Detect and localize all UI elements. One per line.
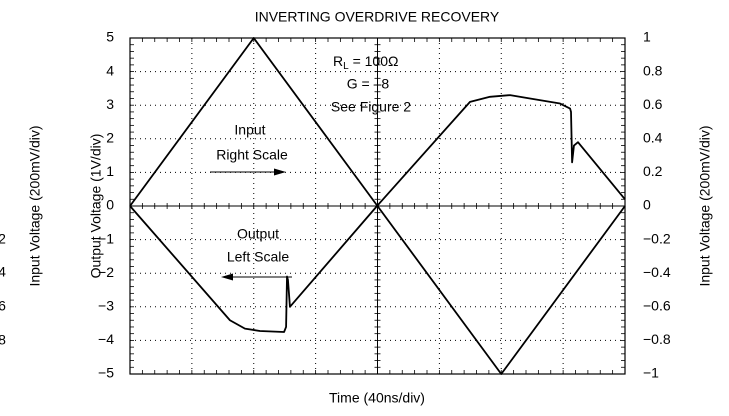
y2-tick-label: 1 bbox=[643, 29, 651, 45]
y-tick-label: 2 bbox=[106, 130, 114, 146]
y-tick-label: −4 bbox=[98, 331, 114, 347]
cropped-tick: 2 bbox=[0, 231, 6, 247]
plot bbox=[129, 37, 626, 375]
cropped-tick: 6 bbox=[0, 298, 6, 314]
y2-tick-label: −0.6 bbox=[643, 298, 671, 314]
y2-tick-label: 0.8 bbox=[643, 62, 663, 78]
y-axis-label: Output Voltage (1V/div) bbox=[88, 134, 104, 279]
y2-tick-label: −0.2 bbox=[643, 230, 671, 246]
y-tick-label: −1 bbox=[98, 230, 114, 246]
y2-tick-label: −0.4 bbox=[643, 264, 671, 280]
y2-tick-label: 0.6 bbox=[643, 96, 663, 112]
y2-tick-label: 0.2 bbox=[643, 163, 663, 179]
y2-tick-label: 0.4 bbox=[643, 130, 663, 146]
chart-title: INVERTING OVERDRIVE RECOVERY bbox=[255, 9, 500, 25]
annotation: RL = 100Ω bbox=[333, 53, 398, 72]
y-tick-label: −3 bbox=[98, 298, 114, 314]
y-tick-label: 3 bbox=[106, 96, 114, 112]
y-tick-label: 1 bbox=[106, 163, 114, 179]
annotation: G = –8 bbox=[347, 76, 390, 92]
x-axis-label: Time (40ns/div) bbox=[329, 390, 425, 406]
y2-tick-label: −1 bbox=[643, 365, 659, 381]
y2-tick-label: −0.8 bbox=[643, 331, 671, 347]
y2-tick-label: 0 bbox=[643, 197, 651, 213]
plot-frame bbox=[129, 37, 626, 375]
series-line bbox=[129, 94, 626, 333]
y-tick-label: 5 bbox=[106, 29, 114, 45]
cropped-tick: 4 bbox=[0, 264, 6, 280]
y-tick-label: 4 bbox=[106, 62, 114, 78]
y-tick-label: −2 bbox=[98, 264, 114, 280]
cropped-tick: 8 bbox=[0, 332, 6, 348]
annotation: Output bbox=[237, 226, 279, 242]
arrow bbox=[210, 168, 286, 176]
y-tick-label: −5 bbox=[98, 365, 114, 381]
cropped-label: Input Voltage (200mV/div) bbox=[27, 125, 43, 286]
annotation: Left Scale bbox=[227, 249, 289, 265]
y-tick-label: 0 bbox=[106, 197, 114, 213]
y2-axis-label: Input Voltage (200mV/div) bbox=[697, 125, 713, 286]
annotation: Right Scale bbox=[216, 147, 288, 163]
annotation: See Figure 2 bbox=[331, 99, 411, 115]
arrow bbox=[221, 273, 292, 281]
annotation: Input bbox=[234, 122, 265, 138]
grid bbox=[129, 37, 626, 375]
